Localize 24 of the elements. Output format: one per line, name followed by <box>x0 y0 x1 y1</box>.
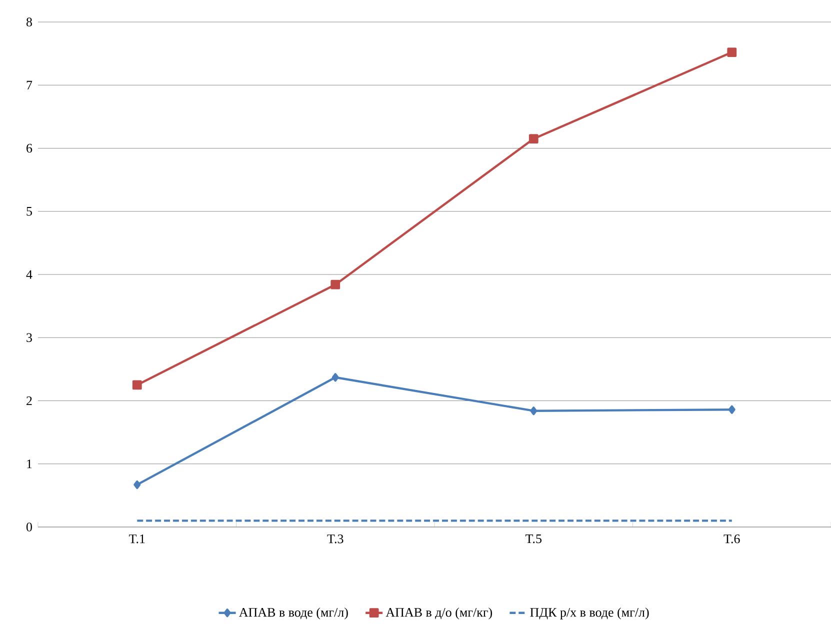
point <box>330 280 340 290</box>
y-tick-label: 3 <box>26 333 32 342</box>
x-tick-label: T.6 <box>724 534 740 544</box>
y-tick-label: 0 <box>26 522 32 532</box>
point <box>332 373 339 382</box>
point <box>528 134 538 144</box>
point <box>134 480 141 490</box>
y-tick-label: 8 <box>26 18 32 26</box>
point <box>727 48 737 57</box>
y-tick-label: 2 <box>26 396 32 406</box>
legend-label: ПДК р/х в воде (мг/л) <box>530 608 649 620</box>
x-tick-label: T.3 <box>327 534 344 544</box>
legend-label: АПАВ в д/о (мг/кг) <box>386 608 492 620</box>
point <box>132 380 142 390</box>
y-tick-label: 5 <box>26 207 32 216</box>
x-tick-label: T.5 <box>526 534 542 544</box>
point <box>530 406 538 416</box>
x-tick-label: T.1 <box>128 534 145 544</box>
y-tick-label: 4 <box>26 270 32 279</box>
y-tick-label: 1 <box>27 460 32 468</box>
y-tick-label: 6 <box>26 144 32 153</box>
y-tick-label: 7 <box>26 80 32 90</box>
point <box>728 405 736 414</box>
legend-label: АПАВ в воде (мг/л) <box>239 608 348 620</box>
